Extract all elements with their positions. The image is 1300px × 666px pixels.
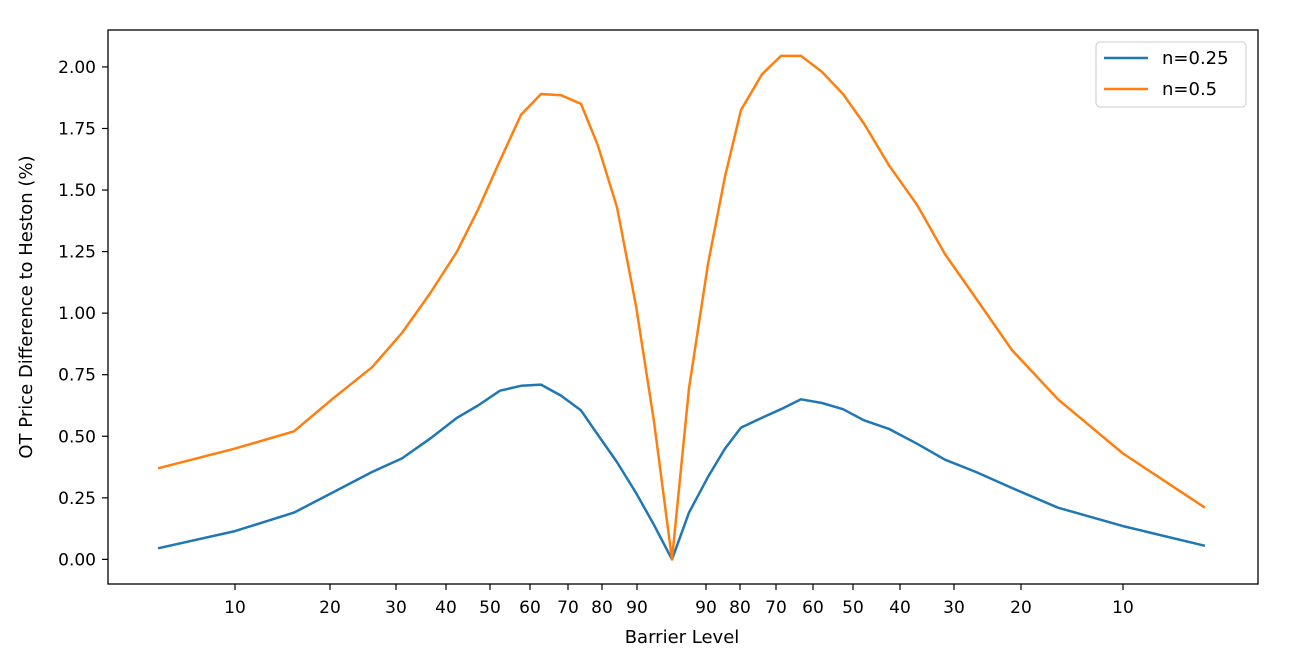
y-tick-label: 1.25 — [58, 243, 96, 263]
x-tick-label: 80 — [591, 598, 613, 618]
y-tick-label: 1.50 — [58, 181, 96, 201]
x-tick-label: 20 — [1010, 598, 1032, 618]
x-tick-label: 80 — [729, 598, 751, 618]
x-tick-label: 40 — [435, 598, 457, 618]
x-axis-label: Barrier Level — [625, 627, 740, 648]
legend-label-series-1: n=0.25 — [1162, 48, 1229, 69]
legend-label-series-2: n=0.5 — [1162, 79, 1217, 100]
x-tick-label: 90 — [695, 598, 717, 618]
x-tick-label: 60 — [802, 598, 824, 618]
y-tick-label: 0.00 — [58, 550, 96, 570]
series-line-2 — [157, 54, 1206, 561]
x-tick-label: 30 — [943, 598, 965, 618]
y-tick-label: 2.00 — [58, 58, 96, 78]
x-tick-label: 50 — [842, 598, 864, 618]
plot-frame — [107, 29, 1259, 585]
x-tick-label: 90 — [626, 598, 648, 618]
y-tick-label: 1.00 — [58, 304, 96, 324]
x-tick-label: 20 — [319, 598, 341, 618]
x-tick-label: 30 — [385, 598, 407, 618]
y-tick-label: 0.75 — [58, 366, 96, 386]
y-tick-label: 1.75 — [58, 119, 96, 139]
legend: n=0.25 n=0.5 — [1095, 41, 1247, 108]
x-axis: 10 20 30 40 50 60 70 80 90 90 80 70 60 50 40 30 20 10 — [224, 584, 1134, 618]
x-tick-label: 70 — [557, 598, 579, 618]
x-tick-label: 60 — [519, 598, 541, 618]
y-tick-label: 0.50 — [58, 427, 96, 447]
x-tick-label: 10 — [1112, 598, 1134, 618]
y-axis: 0.00 0.25 0.50 0.75 1.00 1.25 1.50 1.75 2.00 — [58, 58, 108, 570]
plot-area — [157, 54, 1206, 561]
x-tick-label: 10 — [224, 598, 246, 618]
y-tick-label: 0.25 — [58, 489, 96, 509]
x-tick-label: 70 — [765, 598, 787, 618]
x-tick-label: 50 — [479, 598, 501, 618]
x-tick-label: 40 — [889, 598, 911, 618]
y-axis-label: OT Price Difference to Heston (%) — [16, 155, 37, 458]
